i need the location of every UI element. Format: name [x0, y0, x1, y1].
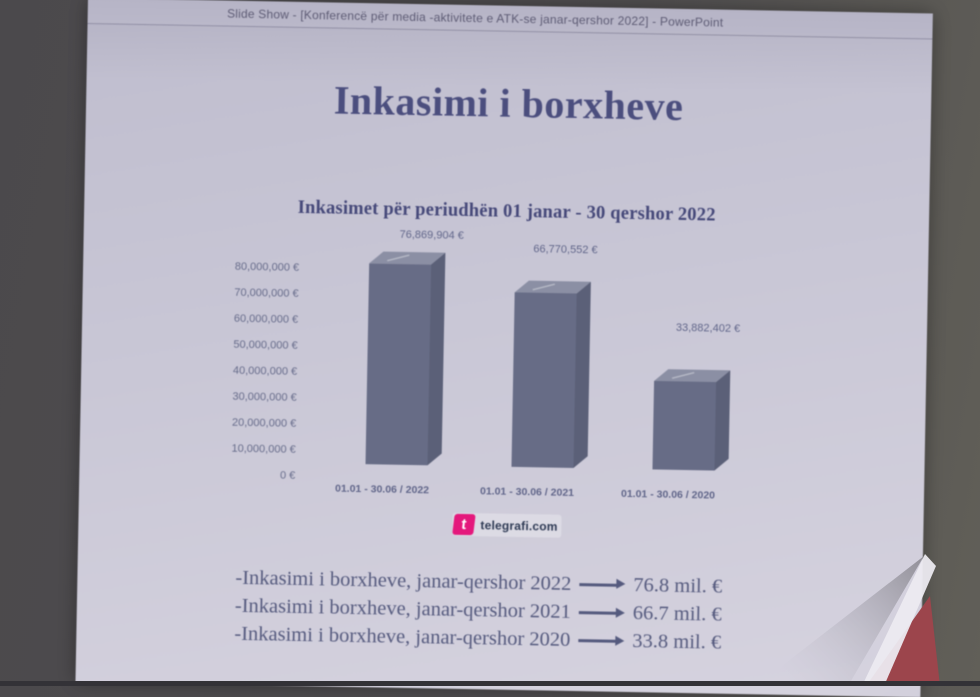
- bar-3d: [573, 281, 591, 468]
- right-arrow-icon: [579, 582, 618, 587]
- bar-3d: [365, 263, 432, 466]
- projection-screen: Slide Show - [Konferencë për media -akti…: [75, 0, 933, 697]
- x-category-label: 01.01 - 30.06 / 2021: [479, 485, 575, 499]
- right-arrow-icon: [578, 610, 617, 615]
- summary-value: 76.8 mil. €: [633, 573, 723, 598]
- bar-3d: [369, 251, 446, 265]
- bar-3d: [511, 292, 577, 468]
- summary-value: 33.8 mil. €: [632, 630, 722, 654]
- right-arrow-icon: [578, 639, 617, 644]
- bar-3d: [514, 280, 591, 294]
- watermark-text: telegrafi.com: [480, 517, 558, 534]
- floor-strip: [0, 681, 980, 686]
- bar-highlight: [387, 254, 410, 262]
- summary-label: -Inkasimi i borxheve, janar-qershor 2020: [234, 623, 571, 652]
- summary-value: 66.7 mil. €: [632, 602, 722, 626]
- slide: Inkasimi i borxheve Inkasimet për periud…: [75, 25, 932, 697]
- bar-highlight: [532, 283, 556, 291]
- summary-label: -Inkasimi i borxheve, janar-qershor 2021: [234, 594, 572, 623]
- bar-value-label: 33,882,402 €: [675, 321, 741, 336]
- x-category-label: 01.01 - 30.06 / 2020: [620, 487, 716, 502]
- telegrafi-logo-icon: t: [452, 513, 476, 536]
- watermark-telegrafi: t telegrafi.com: [452, 512, 562, 538]
- telegrafi-logo-glyph: t: [460, 515, 468, 534]
- bar-series: [365, 251, 731, 471]
- summary-label: -Inkasimi i borxheve, janar-qershor 2022: [235, 566, 572, 595]
- bar-3d: [654, 369, 731, 383]
- x-category-label: 01.01 - 30.06 / 2022: [334, 482, 430, 497]
- bar-value-label: 66,770,552 €: [533, 243, 598, 257]
- bar-highlight: [671, 371, 695, 379]
- bar-3d: [652, 380, 717, 471]
- bar-3d: [714, 370, 731, 471]
- summary-block: -Inkasimi i borxheve, janar-qershor 2022…: [234, 564, 734, 658]
- bar-value-label: 76,869,904 €: [399, 228, 464, 242]
- bar-3d: [427, 252, 446, 466]
